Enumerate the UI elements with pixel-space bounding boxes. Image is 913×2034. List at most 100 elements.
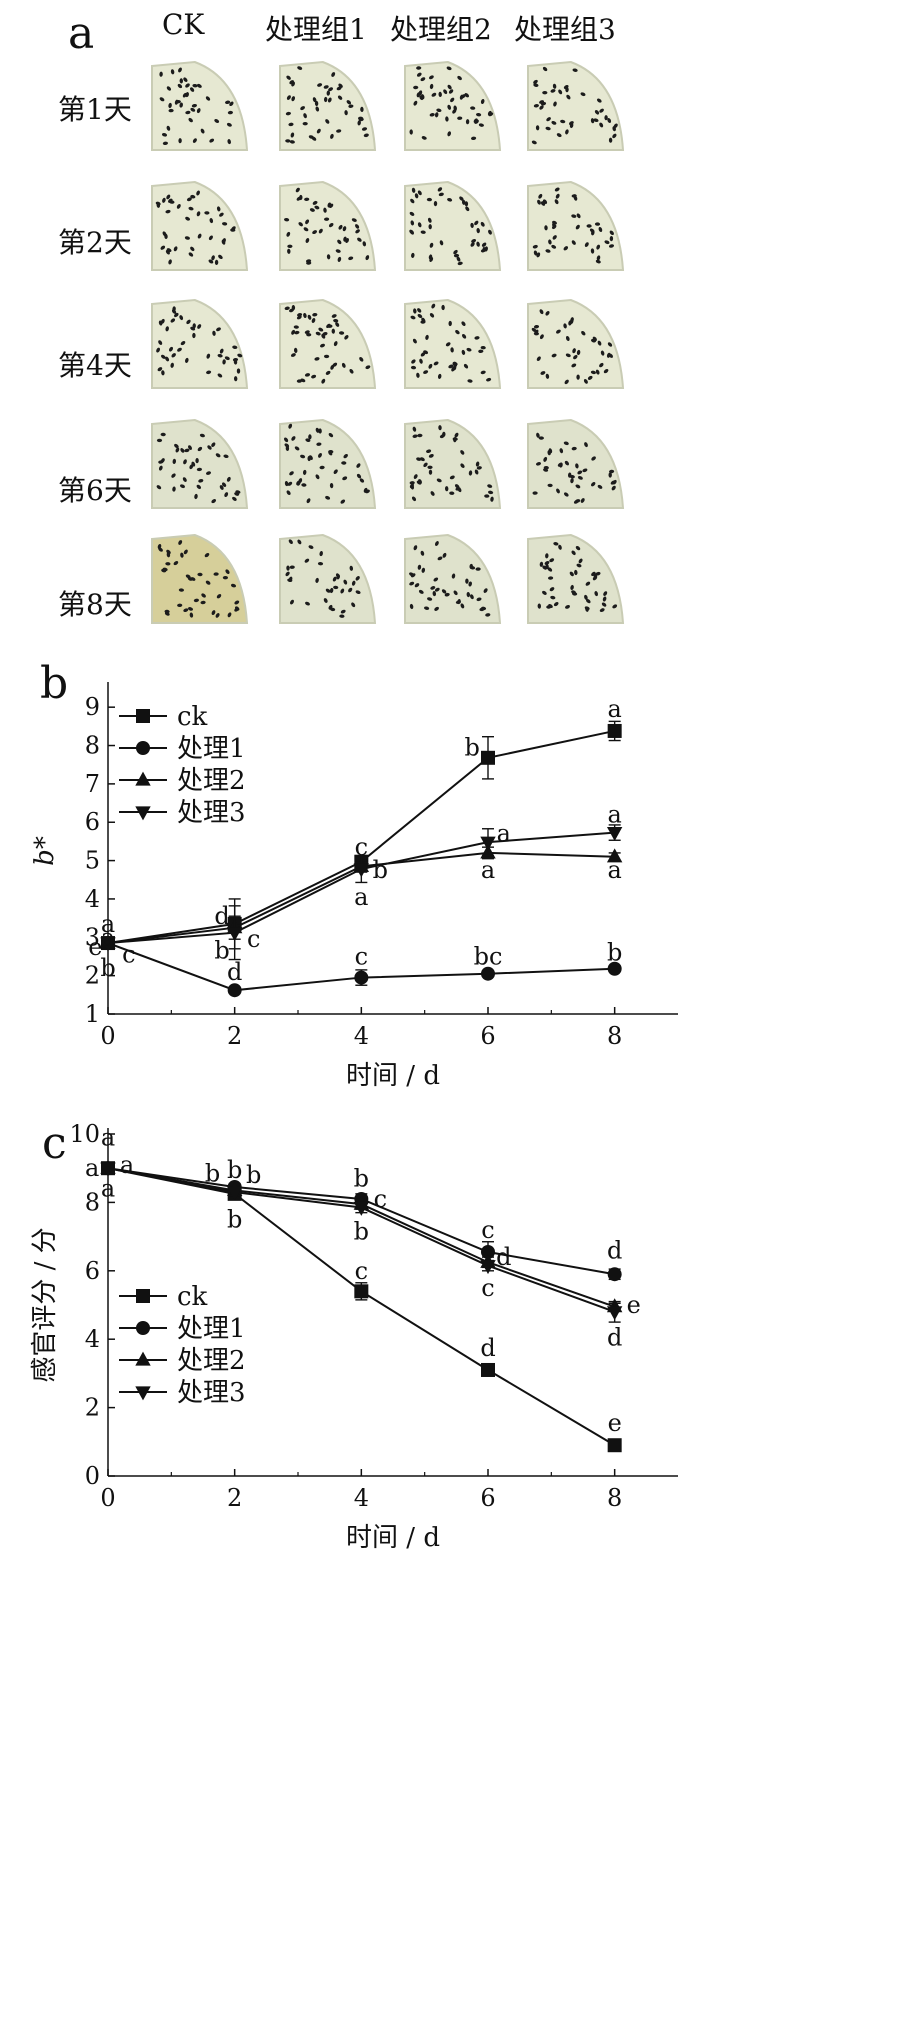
significance-letter: c	[355, 942, 368, 970]
data-point-marker	[136, 709, 150, 723]
x-tick-label: 2	[227, 1022, 242, 1050]
fruit-slice-photo-grid	[151, 60, 625, 624]
data-point-marker	[607, 723, 622, 738]
significance-letter: b	[464, 733, 479, 761]
fruit-slice-photo	[151, 298, 249, 389]
row-header-day-1: 第1天	[58, 93, 132, 126]
x-tick-label: 6	[480, 1022, 495, 1050]
y-tick-label: 4	[85, 1325, 100, 1353]
legend-label: 处理1	[177, 1314, 246, 1344]
x-tick-label: 4	[354, 1022, 369, 1050]
significance-letter: a	[608, 856, 622, 884]
y-tick-label: 4	[85, 885, 100, 913]
significance-letter: c	[355, 1257, 368, 1285]
fruit-slice-photo	[151, 60, 249, 151]
significance-letter: a	[481, 856, 495, 884]
y-tick-label: 9	[85, 693, 100, 721]
data-point-marker	[135, 771, 151, 786]
significance-letter: a	[608, 695, 622, 723]
data-point-marker	[136, 741, 150, 755]
significance-letter: a	[101, 923, 115, 951]
legend-item: ck	[119, 702, 208, 732]
data-point-marker	[136, 1321, 150, 1335]
panel-a-label: a	[68, 8, 95, 59]
legend-item: 处理3	[119, 798, 246, 828]
significance-letter: b	[100, 954, 115, 982]
significance-letter: b	[373, 856, 388, 884]
series-处理3	[100, 1162, 623, 1323]
row-header-day-8: 第8天	[58, 588, 132, 621]
data-point-marker	[136, 1289, 150, 1303]
fruit-slice-photo	[527, 60, 625, 151]
fruit-slice-photo	[404, 418, 502, 509]
data-point-marker	[606, 826, 623, 841]
legend-label: 处理2	[177, 766, 246, 796]
data-point-marker	[481, 1244, 495, 1259]
data-point-marker	[481, 750, 495, 765]
column-header-group-3: 处理组3	[514, 13, 616, 46]
data-point-marker	[135, 1386, 151, 1401]
significance-letter: c	[481, 1216, 494, 1244]
panel-c-label: c	[42, 1118, 67, 1169]
column-header-group-2: 处理组2	[390, 13, 492, 46]
data-point-marker	[606, 1306, 623, 1321]
significance-letter: d	[214, 902, 229, 930]
fruit-slice-photo	[527, 298, 625, 389]
y-tick-label: 2	[85, 962, 100, 990]
x-axis-title: 时间 / d	[346, 1061, 440, 1091]
legend-item: ck	[119, 1282, 208, 1312]
significance-letter: b	[354, 1164, 369, 1192]
significance-letter: e	[608, 1409, 622, 1437]
column-header-group-1: 处理组1	[265, 13, 367, 46]
data-point-marker	[481, 966, 495, 981]
y-tick-label: 0	[85, 1462, 100, 1490]
column-header-ck: CK	[162, 8, 205, 41]
data-point-marker	[607, 1438, 622, 1453]
data-point-marker	[135, 806, 151, 821]
fruit-slice-photo	[527, 418, 625, 509]
data-point-marker	[226, 1186, 243, 1201]
legend-label: 处理2	[177, 1346, 246, 1376]
data-point-marker	[135, 1351, 151, 1366]
y-tick-label: 1	[85, 1000, 100, 1028]
y-tick-label: 10	[69, 1120, 100, 1148]
legend-label: 处理1	[177, 734, 246, 764]
x-tick-label: 0	[100, 1022, 115, 1050]
y-tick-label: 8	[85, 1188, 100, 1216]
row-header-day-4: 第4天	[58, 349, 132, 382]
significance-letter: a	[354, 883, 368, 911]
fruit-slice-photo	[527, 180, 625, 271]
legend-item: 处理1	[119, 734, 246, 764]
significance-letter: b	[227, 1156, 242, 1184]
significance-letter: e	[627, 1291, 641, 1319]
x-tick-label: 4	[354, 1484, 369, 1512]
x-tick-label: 0	[100, 1484, 115, 1512]
data-point-marker	[226, 927, 243, 942]
y-axis-title: 感官评分 / 分	[30, 1227, 60, 1382]
significance-letter: d	[480, 1334, 495, 1362]
data-point-marker	[227, 983, 242, 998]
data-point-marker	[480, 1260, 496, 1275]
significance-letter: b	[205, 1159, 220, 1187]
significance-letter: b	[214, 937, 229, 965]
significance-letter: b	[607, 939, 622, 967]
data-point-marker	[607, 961, 622, 976]
legend-item: 处理3	[119, 1378, 246, 1408]
fruit-slice-photo	[151, 533, 249, 624]
data-point-marker	[481, 1362, 495, 1377]
significance-letter: a	[101, 910, 115, 938]
data-point-marker	[354, 1284, 369, 1299]
fruit-slice-photo	[404, 60, 502, 151]
significance-letter: a	[608, 801, 622, 829]
series-处理3	[100, 824, 623, 961]
significance-letter: c	[247, 925, 260, 953]
significance-letter: d	[607, 1323, 622, 1351]
data-point-marker	[100, 937, 116, 952]
significance-letter: d	[607, 1236, 622, 1264]
fruit-slice-photo	[151, 418, 249, 509]
significance-letter: d	[496, 1243, 511, 1271]
legend-label: ck	[177, 702, 208, 732]
